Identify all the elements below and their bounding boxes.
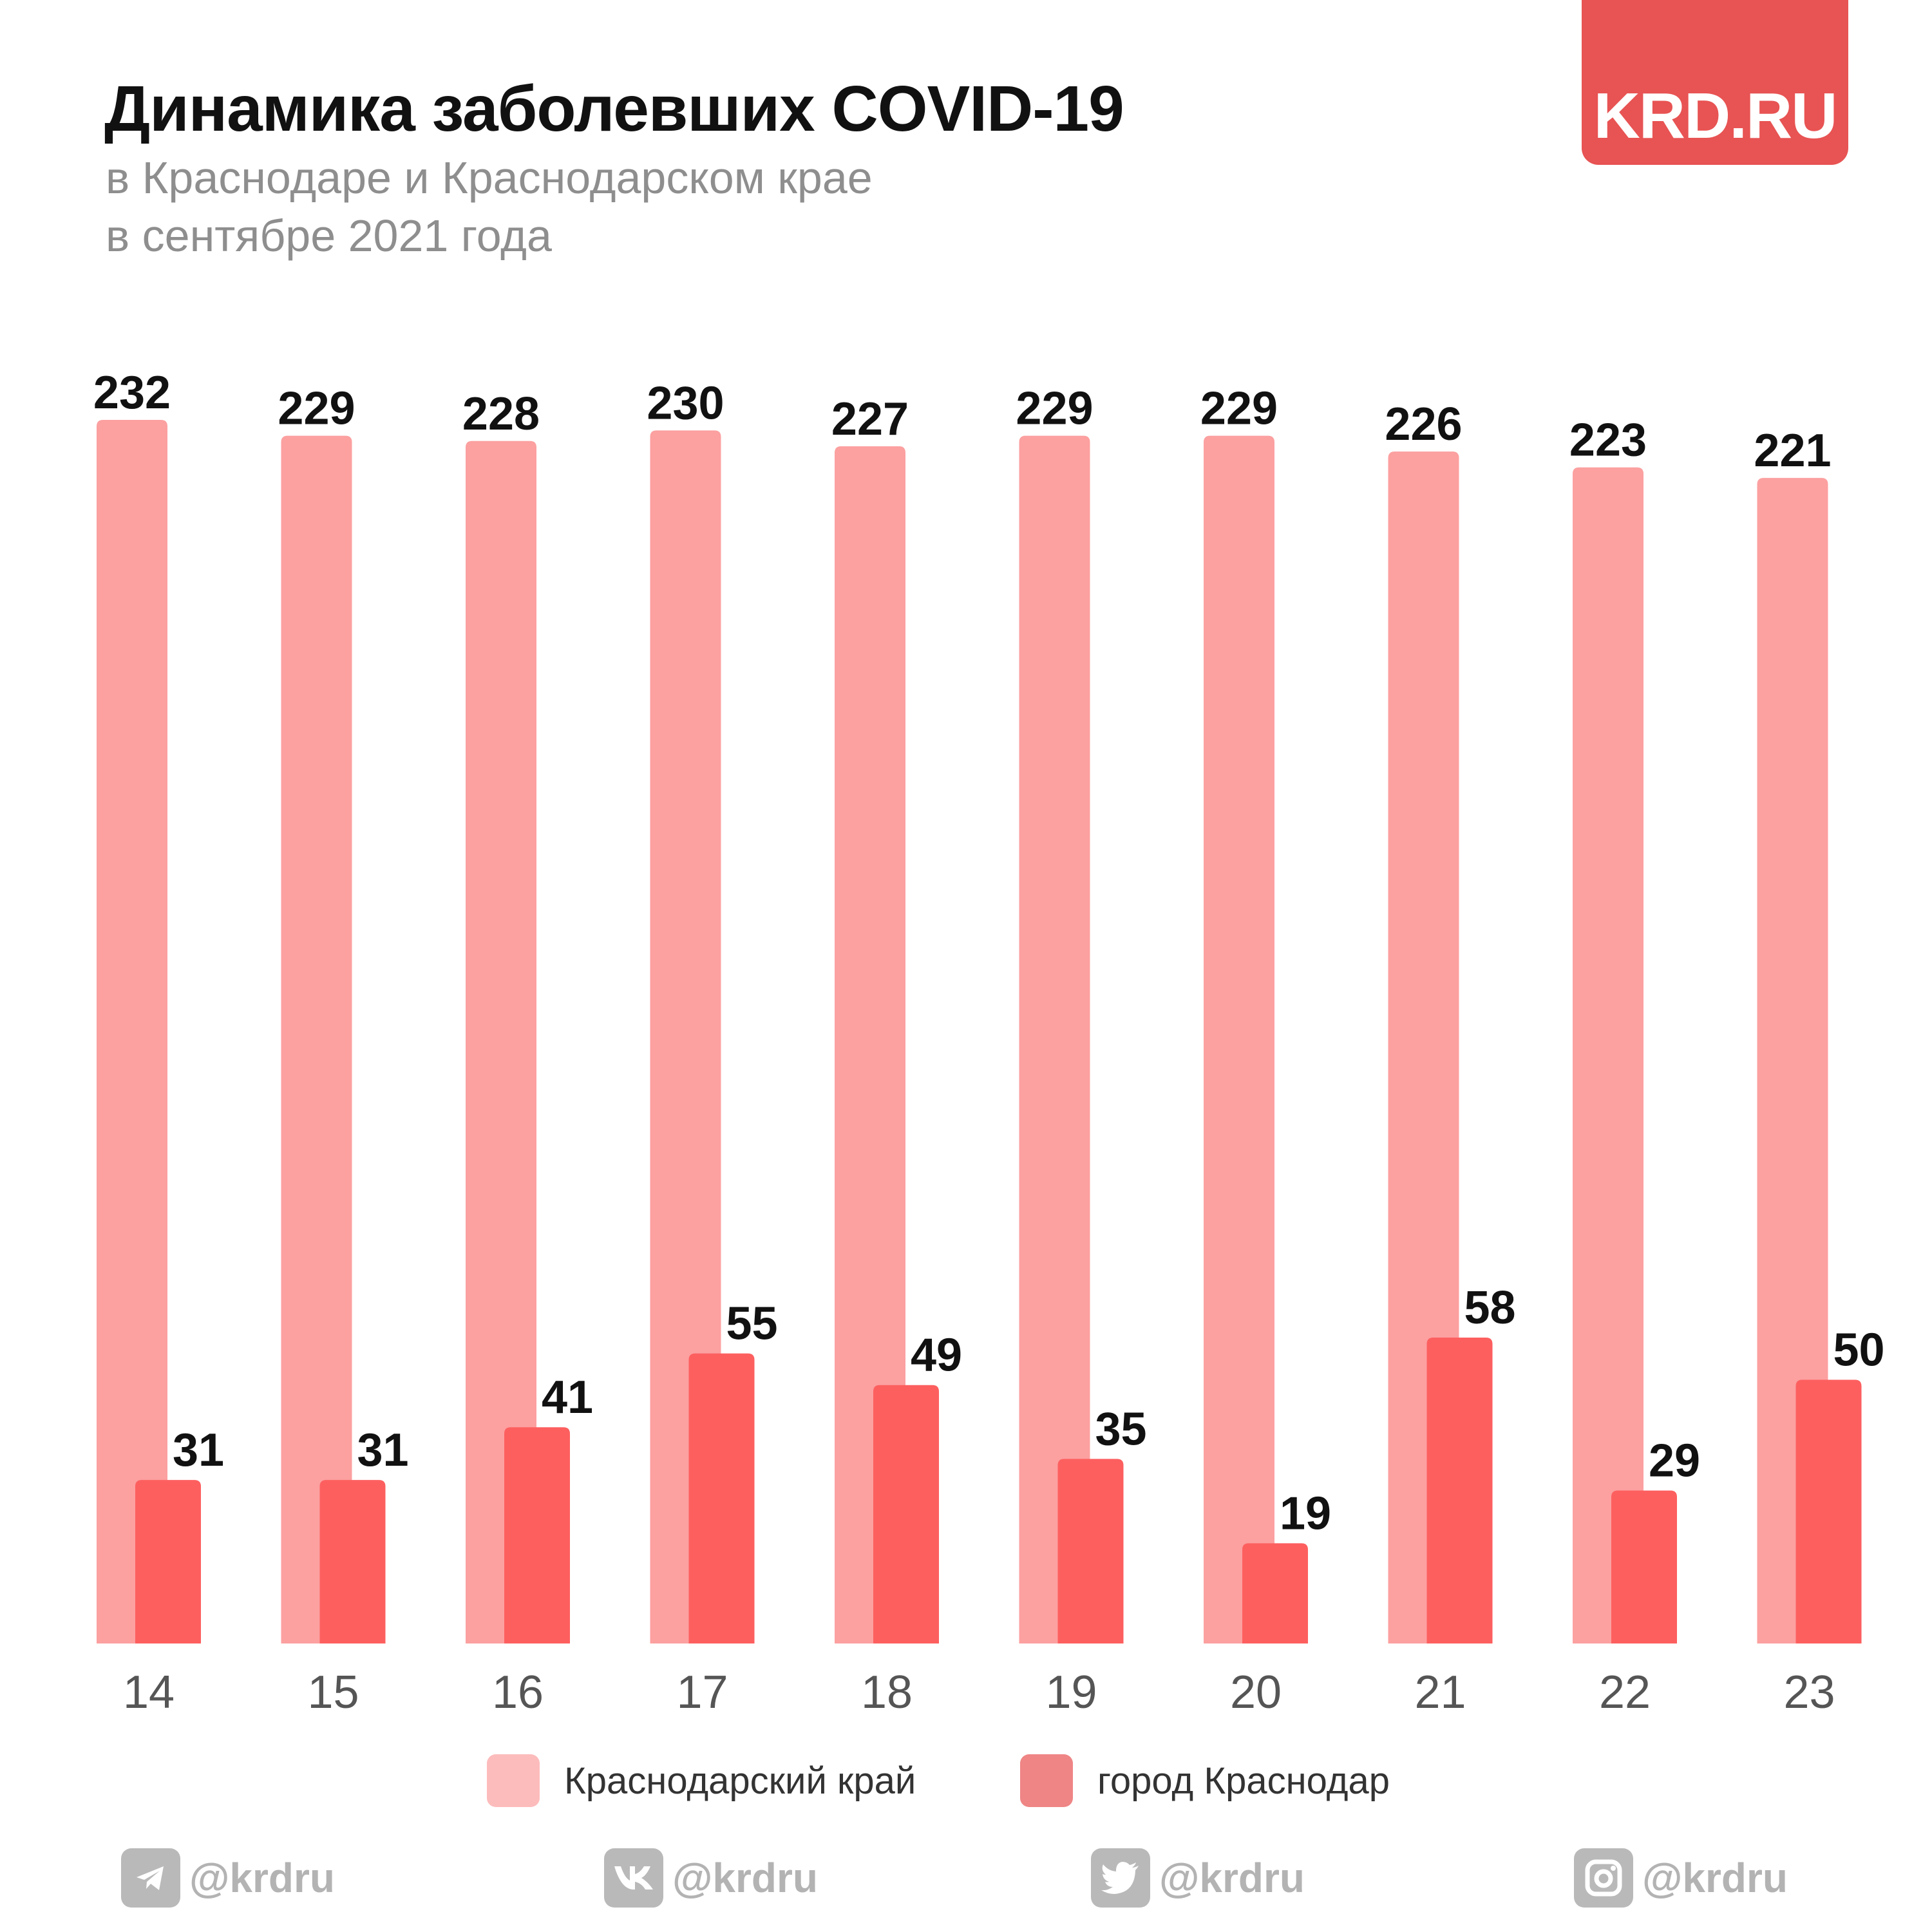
data-label-city-22: 29 [1649, 1435, 1700, 1487]
social-instagram[interactable]: @krdru [1574, 1848, 1788, 1908]
bar-region-18 [835, 446, 905, 1644]
bar-region-20 [1204, 435, 1274, 1643]
x-tick-label-18: 18 [861, 1667, 913, 1718]
social-twitter[interactable]: @krdru [1091, 1848, 1305, 1908]
data-label-region-18: 227 [831, 393, 909, 445]
x-tick-label-20: 20 [1230, 1667, 1282, 1718]
bar-city-15 [319, 1480, 386, 1643]
chart-subtitle-line-2: в сентябре 2021 года [106, 211, 552, 261]
bar-city-20 [1242, 1543, 1308, 1643]
bar-city-21 [1426, 1338, 1493, 1643]
bar-city-16 [504, 1427, 570, 1643]
data-label-city-23: 50 [1833, 1325, 1885, 1376]
bar-region-14 [97, 420, 167, 1643]
x-tick-label-23: 23 [1783, 1667, 1835, 1718]
x-tick-label-16: 16 [492, 1667, 544, 1718]
legend-item-city: город Краснодар [1020, 1754, 1390, 1807]
bar-region-17 [650, 430, 721, 1643]
data-label-region-20: 229 [1200, 383, 1278, 435]
bar-city-14 [135, 1480, 201, 1643]
data-label-city-19: 35 [1095, 1403, 1147, 1455]
x-tick-label-21: 21 [1414, 1667, 1466, 1718]
data-label-region-17: 230 [647, 377, 724, 429]
data-label-region-16: 228 [462, 388, 540, 440]
social-vk[interactable]: @krdru [604, 1848, 818, 1908]
legend-swatch-region [487, 1754, 540, 1807]
data-label-city-20: 19 [1280, 1488, 1331, 1539]
data-label-city-18: 49 [911, 1330, 962, 1381]
social-handle-twitter: @krdru [1159, 1855, 1305, 1901]
bar-region-15 [281, 435, 352, 1643]
bar-region-22 [1573, 467, 1643, 1643]
data-label-city-14: 31 [173, 1425, 224, 1476]
bar-city-18 [873, 1385, 939, 1643]
bar-city-23 [1795, 1379, 1862, 1643]
bar-city-17 [688, 1353, 755, 1643]
legend-swatch-city [1020, 1754, 1073, 1807]
x-tick-label-15: 15 [307, 1667, 359, 1718]
data-label-region-22: 223 [1569, 415, 1647, 466]
legend-label-city: город Краснодар [1097, 1759, 1390, 1802]
x-tick-label-17: 17 [676, 1667, 728, 1718]
bar-region-19 [1019, 435, 1090, 1643]
legend-item-region: Краснодарский край [487, 1754, 916, 1807]
legend-label-region: Краснодарский край [564, 1759, 916, 1802]
data-label-region-15: 229 [278, 383, 355, 435]
data-label-region-19: 229 [1016, 383, 1093, 435]
chart-title: Динамика заболевших COVID-19 [104, 73, 1124, 145]
bar-city-19 [1057, 1459, 1124, 1643]
x-tick-label-22: 22 [1599, 1667, 1651, 1718]
bar-chart: 232 31 14 229 31 15 228 41 16 230 55 17 227 49 18 229 35… [93, 367, 1885, 1718]
data-label-city-15: 31 [357, 1425, 409, 1476]
bar-city-22 [1611, 1490, 1677, 1643]
telegram-icon [121, 1848, 180, 1908]
twitter-icon [1091, 1848, 1150, 1908]
data-label-city-21: 58 [1464, 1282, 1516, 1334]
x-tick-label-19: 19 [1045, 1667, 1097, 1718]
bar-region-16 [466, 440, 536, 1644]
krd-logo: KRD.RU [1582, 0, 1848, 165]
vk-icon [604, 1848, 663, 1908]
data-label-city-17: 55 [726, 1298, 778, 1350]
data-label-region-21: 226 [1385, 399, 1462, 450]
social-handle-instagram: @krdru [1642, 1855, 1788, 1901]
social-telegram[interactable]: @krdru [121, 1848, 335, 1908]
data-label-city-16: 41 [542, 1372, 593, 1423]
x-tick-label-14: 14 [123, 1667, 175, 1718]
social-handle-vk: @krdru [672, 1855, 818, 1901]
data-label-region-23: 221 [1754, 425, 1831, 477]
chart-subtitle-line-1: в Краснодаре и Краснодарском крае [106, 153, 873, 203]
instagram-icon [1574, 1848, 1633, 1908]
social-handle-telegram: @krdru [189, 1855, 335, 1901]
data-label-region-14: 232 [93, 367, 171, 419]
bar-region-23 [1757, 478, 1828, 1643]
